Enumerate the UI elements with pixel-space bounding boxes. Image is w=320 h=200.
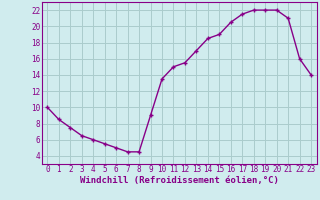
X-axis label: Windchill (Refroidissement éolien,°C): Windchill (Refroidissement éolien,°C) bbox=[80, 176, 279, 185]
